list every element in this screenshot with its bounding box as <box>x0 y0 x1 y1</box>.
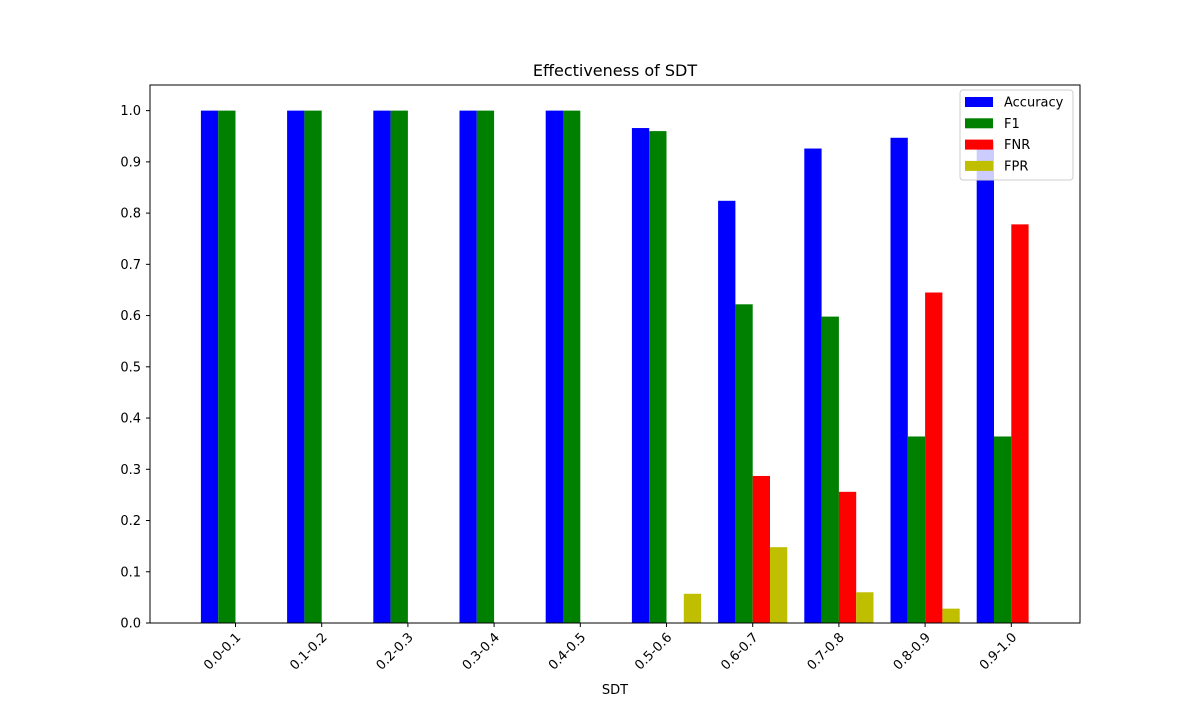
bar-accuracy-0.7-0.8 <box>804 148 822 624</box>
bar-f1-0.2-0.3 <box>390 110 408 624</box>
legend-swatch-fpr <box>965 160 993 171</box>
bar-fpr-0.5-0.6 <box>683 593 702 623</box>
bar-f1-0.3-0.4 <box>476 110 495 624</box>
legend: Accuracy F1 FNR FPR <box>959 89 1074 181</box>
bar-fnr-0.8-0.9 <box>925 292 943 623</box>
bar-accuracy-0.8-0.9 <box>890 137 908 623</box>
y-tick-label: 0.1 <box>120 565 141 580</box>
bar-accuracy-0.4-0.5 <box>545 110 563 624</box>
bar-fnr-0.6-0.7 <box>752 475 770 623</box>
bar-accuracy-0.0-0.1 <box>200 110 219 624</box>
bar-fnr-0.9-1.0 <box>1011 224 1029 623</box>
x-tick-label: 0.2-0.3 <box>374 630 417 673</box>
y-tick-label: 0.5 <box>120 360 141 375</box>
x-tick-label: 0.3-0.4 <box>460 630 503 673</box>
y-tick-label: 0.0 <box>120 617 141 632</box>
legend-swatch-f1 <box>965 118 993 129</box>
x-tick-label: 0.8-0.9 <box>891 630 934 673</box>
x-tick-label: 0.1-0.2 <box>287 630 330 673</box>
bar-fpr-0.7-0.8 <box>856 592 874 623</box>
legend-label-f1: F1 <box>1004 117 1020 132</box>
bar-accuracy-0.1-0.2 <box>287 110 305 624</box>
y-tick-label: 0.4 <box>120 412 141 427</box>
bar-accuracy-0.3-0.4 <box>459 110 477 624</box>
y-tick-label: 0.8 <box>120 207 141 222</box>
bar-fpr-0.8-0.9 <box>942 608 960 623</box>
bar-accuracy-0.5-0.6 <box>631 128 650 624</box>
y-tick-label: 1.0 <box>120 104 141 119</box>
bar-f1-0.4-0.5 <box>563 110 581 624</box>
bar-f1-0.1-0.2 <box>304 110 322 624</box>
legend-label-fpr: FPR <box>1004 159 1028 174</box>
y-tick-label: 0.2 <box>120 514 141 529</box>
bars-group <box>200 110 1029 624</box>
bar-fnr-0.7-0.8 <box>838 491 857 623</box>
y-tick-label: 0.3 <box>120 463 141 478</box>
legend-box <box>959 89 1074 181</box>
bar-accuracy-0.6-0.7 <box>718 200 736 624</box>
x-axis-label: SDT <box>602 683 628 698</box>
bar-accuracy-0.2-0.3 <box>373 110 391 624</box>
legend-label-fnr: FNR <box>1004 138 1030 153</box>
x-tick-label: 0.0-0.1 <box>201 630 244 673</box>
x-tick-label: 0.9-1.0 <box>977 630 1020 673</box>
x-tick-label: 0.6-0.7 <box>718 630 761 673</box>
bar-f1-0.8-0.9 <box>907 436 926 623</box>
bar-f1-0.0-0.1 <box>218 110 236 624</box>
y-axis: 0.0 0.1 0.2 0.3 0.4 0.5 0.6 0.7 0.8 0.9 1.0 <box>120 104 150 632</box>
x-axis: 0.0-0.1 0.1-0.2 0.2-0.3 0.3-0.4 0.4-0.5 0.5-0… <box>201 623 1020 673</box>
legend-label-accuracy: Accuracy <box>1004 96 1064 111</box>
x-tick-label: 0.5-0.6 <box>632 630 675 673</box>
plot-frame <box>149 84 1081 624</box>
x-tick-label: 0.7-0.8 <box>805 630 848 673</box>
x-tick-label: 0.4-0.5 <box>546 630 589 673</box>
bar-accuracy-0.9-1.0 <box>976 141 994 624</box>
legend-swatch-accuracy <box>965 97 993 107</box>
bar-fpr-0.6-0.7 <box>770 547 788 623</box>
y-tick-label: 0.7 <box>120 258 141 273</box>
chart-title: Effectiveness of SDT <box>533 61 698 80</box>
bar-f1-0.6-0.7 <box>735 304 753 623</box>
bar-f1-0.9-1.0 <box>994 436 1012 623</box>
legend-swatch-fnr <box>965 139 993 150</box>
y-tick-label: 0.6 <box>120 309 141 324</box>
bar-f1-0.7-0.8 <box>821 316 839 623</box>
y-tick-label: 0.9 <box>120 155 141 170</box>
bar-f1-0.5-0.6 <box>649 131 667 624</box>
